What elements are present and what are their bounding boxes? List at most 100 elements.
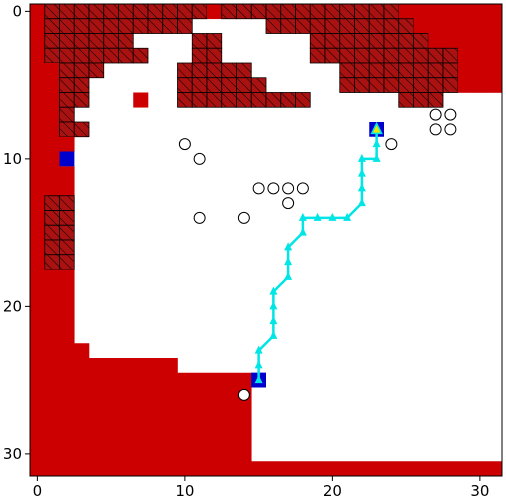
wall-cell xyxy=(177,446,193,462)
wall-cell xyxy=(44,343,60,359)
hatch-overlay xyxy=(207,33,222,49)
hatch-overlay xyxy=(177,92,193,108)
wall-cell xyxy=(192,387,208,403)
wall-cell xyxy=(30,299,46,315)
wall-cell xyxy=(457,461,473,477)
hatch-overlay xyxy=(59,4,75,19)
hatch-overlay xyxy=(44,48,60,63)
wall-cell xyxy=(118,358,134,374)
wall-cell xyxy=(398,4,414,20)
hatch-overlay xyxy=(325,18,340,34)
hatch-overlay xyxy=(177,18,193,34)
wall-cell xyxy=(162,461,178,477)
hatch-overlay xyxy=(44,210,60,226)
hatch-overlay xyxy=(59,254,75,270)
hatch-overlay xyxy=(192,63,207,78)
wall-cell xyxy=(44,446,60,462)
hatch-overlay xyxy=(74,4,89,19)
hatch-overlay xyxy=(295,92,311,108)
path-marker xyxy=(269,330,278,339)
wall-cell xyxy=(162,387,178,403)
observation-circle xyxy=(193,152,206,165)
wall-cell xyxy=(487,4,503,20)
wall-cell xyxy=(30,402,46,418)
wall-cell xyxy=(207,461,223,477)
hatch-overlay xyxy=(59,195,75,211)
wall-cell xyxy=(30,343,46,359)
hatch-overlay xyxy=(428,77,443,93)
hatch-overlay xyxy=(89,63,104,78)
wall-cell xyxy=(30,33,46,49)
wall-cell xyxy=(457,33,473,49)
wall-cell xyxy=(30,122,46,138)
wall-cell xyxy=(207,372,223,388)
wall-cell xyxy=(207,431,223,447)
wall-cell xyxy=(30,240,46,256)
observation-circle xyxy=(178,138,191,151)
wall-cell xyxy=(44,284,60,300)
wall-cell xyxy=(133,387,149,403)
hatch-overlay xyxy=(354,18,370,34)
wall-cell xyxy=(44,387,60,403)
wall-cell xyxy=(59,461,75,477)
path-marker xyxy=(269,301,278,310)
hatch-overlay xyxy=(325,33,340,49)
wall-cell xyxy=(443,4,459,20)
observation-circle xyxy=(237,211,250,224)
wall-cell xyxy=(413,4,429,20)
wall-cell xyxy=(384,461,400,477)
wall-cell xyxy=(266,461,282,477)
hatch-overlay xyxy=(44,195,60,211)
hatch-overlay xyxy=(251,92,266,108)
wall-cell xyxy=(44,63,60,79)
wall-cell xyxy=(44,328,60,344)
hatch-overlay xyxy=(266,4,281,19)
hatch-overlay xyxy=(428,48,443,63)
path-marker xyxy=(284,242,293,251)
wall-cell xyxy=(30,461,46,477)
wall-cell xyxy=(398,461,414,477)
wall-cell xyxy=(74,461,90,477)
wall-cell xyxy=(428,18,444,34)
path-marker xyxy=(254,375,263,384)
wall-cell xyxy=(59,269,75,285)
hatch-overlay xyxy=(413,77,429,93)
hatch-overlay xyxy=(369,63,384,78)
observation-circle xyxy=(429,108,442,121)
hatch-overlay xyxy=(398,92,414,108)
wall-cell xyxy=(207,417,223,433)
hatch-overlay xyxy=(59,77,75,93)
wall-cell xyxy=(133,372,149,388)
wall-cell xyxy=(221,431,237,447)
hatch-overlay xyxy=(221,92,237,108)
hatch-overlay xyxy=(118,48,134,63)
hatch-overlay xyxy=(413,92,429,108)
wall-cell xyxy=(30,417,46,433)
hatch-overlay xyxy=(221,4,237,19)
wall-cell xyxy=(30,446,46,462)
x-tick-label: 0 xyxy=(33,482,43,500)
hatch-overlay xyxy=(369,77,384,93)
wall-cell xyxy=(148,358,164,374)
hatch-overlay xyxy=(339,63,355,78)
wall-cell xyxy=(30,372,46,388)
wall-cell xyxy=(30,225,46,241)
path-marker xyxy=(372,153,381,162)
hatch-overlay xyxy=(103,4,119,19)
wall-cell xyxy=(472,33,488,49)
observation-circle xyxy=(385,138,398,151)
hatch-overlay xyxy=(369,48,384,63)
hatch-overlay xyxy=(89,18,104,34)
hatch-overlay xyxy=(398,18,414,34)
wall-cell xyxy=(44,417,60,433)
wall-cell xyxy=(162,372,178,388)
wall-cell xyxy=(133,358,149,374)
wall-cell xyxy=(236,417,252,433)
wall-cell xyxy=(487,48,503,64)
path-marker xyxy=(357,198,366,207)
wall-cell xyxy=(59,284,75,300)
wall-cell xyxy=(339,461,355,477)
wall-cell xyxy=(118,387,134,403)
x-tick-label: 20 xyxy=(323,482,342,500)
wall-cell xyxy=(30,328,46,344)
